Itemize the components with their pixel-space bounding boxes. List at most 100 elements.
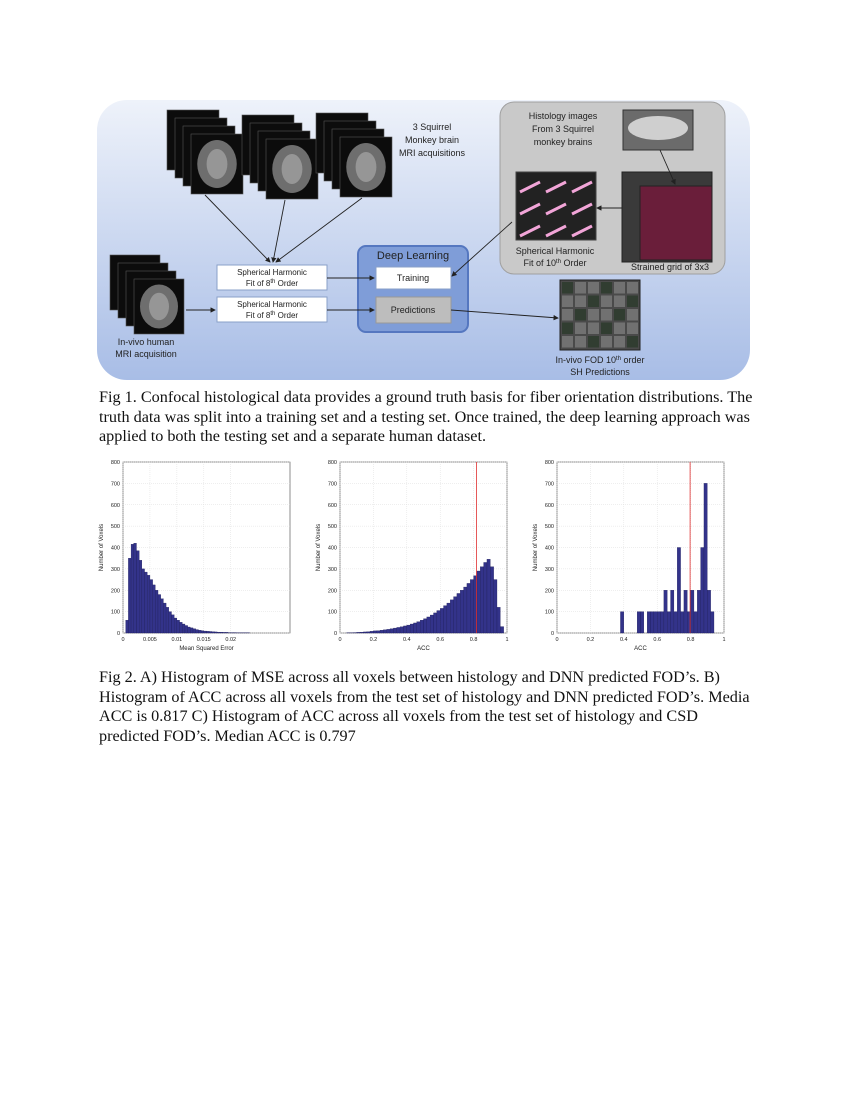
fod-streak [571,202,593,216]
bar [677,547,681,634]
text-line: order [621,355,645,365]
bar [416,621,421,634]
bar [393,627,397,634]
sh-fit-box [216,264,328,291]
bar [383,629,387,634]
histology-slice [628,116,688,140]
fod-cell [627,309,638,321]
bar [225,632,229,634]
y-tick-label: 700 [545,481,554,487]
bar [433,612,438,634]
y-axis-label: Number of Voxels [316,524,322,571]
y-tick-label: 0 [551,631,554,637]
bar [406,624,411,634]
arrows [186,149,676,321]
fod-streak [545,180,567,194]
sh-fit-label: Spherical Harmonic Fit of 8th Order [237,300,307,320]
bar [409,623,414,634]
bar [152,584,156,634]
diagram-images [109,109,641,351]
bar [192,628,196,634]
fod-cell [588,309,599,321]
bar [697,590,701,634]
bar [460,590,464,634]
training-box [375,266,452,290]
text-line: MRI acquisitions [399,148,466,158]
y-tick-label: 400 [111,546,120,552]
fod-cell [575,295,586,307]
bar [130,544,134,634]
deep-learning-label: Deep Learning [377,250,449,262]
fod-cell [588,336,599,348]
y-tick-label: 300 [545,567,554,573]
text-line: Histology images [529,111,598,121]
bar [647,611,651,634]
fod-cell [575,282,586,294]
x-axis-label: Mean Squared Error [179,646,233,652]
brain-detail [206,149,228,179]
y-tick-label: 100 [111,610,120,616]
bar [620,611,624,634]
bar [399,626,404,634]
text-line: Order [275,311,298,320]
bar [160,598,164,634]
bar [195,629,199,634]
text-line: Spherical Harmonic [237,268,307,277]
bar [174,617,178,634]
bar [209,631,213,634]
text-line: Monkey brain [405,135,459,145]
bar [200,630,204,634]
bar [483,562,488,634]
bar [168,611,172,634]
fod-cell [562,322,573,334]
bar [379,630,384,634]
bar [667,611,671,634]
bar [700,547,705,634]
bar [206,631,210,634]
bar [426,616,431,634]
bar [476,570,481,634]
text-line: In-vivo FOD 10 [555,355,616,365]
fod-cell [601,322,612,334]
bar [163,602,167,634]
monkey-mri-label: 3 Squirrel Monkey brain MRI acquisitions [399,122,466,158]
fod-cell [627,336,638,348]
text-line: 3 Squirrel [413,122,452,132]
bar [133,543,137,634]
bar [190,627,194,634]
bar [136,550,140,634]
bar [165,607,169,634]
bar [198,630,202,634]
bar [670,590,675,634]
y-tick-label: 500 [111,524,120,530]
bar [141,568,145,634]
bar [376,630,381,634]
bar [486,559,491,634]
fod-cell [627,295,638,307]
x-tick-label: 0 [121,637,124,643]
x-tick-label: 1 [722,637,725,643]
y-tick-label: 500 [328,524,337,530]
fod-cell [601,295,612,307]
bar [423,618,427,634]
bar [650,611,655,634]
fod-output [559,279,641,351]
y-tick-label: 100 [545,610,554,616]
x-tick-label: 1 [505,637,508,643]
predictions-label: Predictions [391,305,436,315]
fod-cell [614,282,625,294]
bar [219,631,223,634]
x-axis-label: ACC [634,646,647,652]
x-tick-label: 0 [555,637,558,643]
bar [203,630,207,634]
human-mri-label: In-vivo human MRI acquisition [115,337,177,359]
bar [396,627,401,634]
fod-cell [627,322,638,334]
bar [463,586,468,634]
fod-cell [614,295,625,307]
y-tick-label: 0 [334,631,337,637]
fod-cell [588,295,599,307]
bar [157,594,161,634]
bar [139,560,143,634]
sh-fit-box [216,296,328,323]
